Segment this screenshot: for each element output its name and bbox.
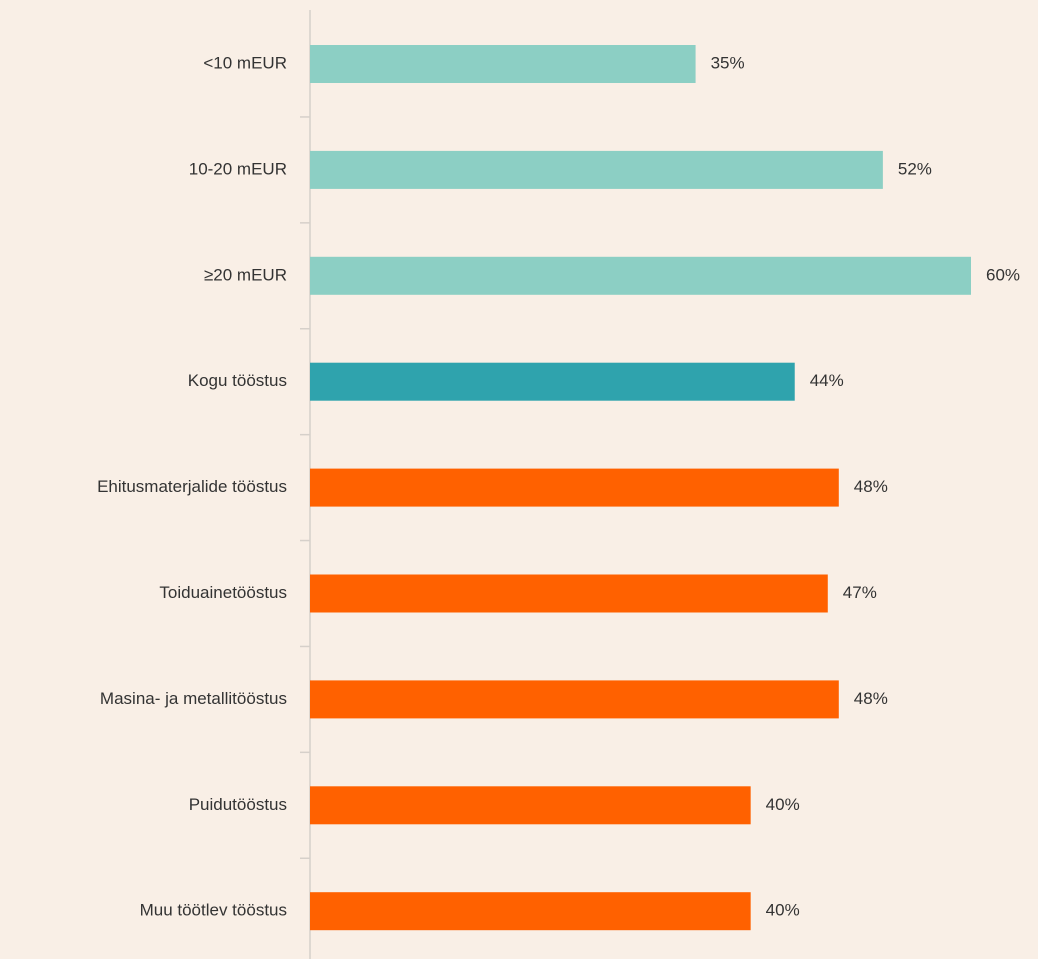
bar	[310, 468, 839, 507]
category-label: 10-20 mEUR	[189, 159, 287, 178]
bar	[310, 786, 751, 825]
value-label: 47%	[843, 583, 877, 602]
category-label: Puidutööstus	[189, 795, 287, 814]
category-label: Kogu tööstus	[188, 371, 287, 390]
value-label: 40%	[766, 795, 800, 814]
category-label: <10 mEUR	[203, 53, 287, 72]
bar	[310, 150, 883, 189]
bar	[310, 680, 839, 719]
category-label: Toiduainetööstus	[159, 583, 287, 602]
value-label: 44%	[810, 371, 844, 390]
category-label: ≥20 mEUR	[204, 265, 287, 284]
bar	[310, 892, 751, 931]
bar	[310, 256, 971, 295]
value-label: 52%	[898, 159, 932, 178]
category-label: Muu töötlev tööstus	[140, 901, 287, 920]
bar	[310, 45, 696, 83]
value-label: 60%	[986, 265, 1020, 284]
value-label: 48%	[854, 689, 888, 708]
value-label: 48%	[854, 477, 888, 496]
category-label: Ehitusmaterjalide tööstus	[97, 477, 287, 496]
category-label: Masina- ja metallitööstus	[100, 689, 287, 708]
value-label: 40%	[766, 901, 800, 920]
bar	[310, 574, 828, 613]
bar	[310, 362, 795, 401]
value-label: 35%	[711, 53, 745, 72]
